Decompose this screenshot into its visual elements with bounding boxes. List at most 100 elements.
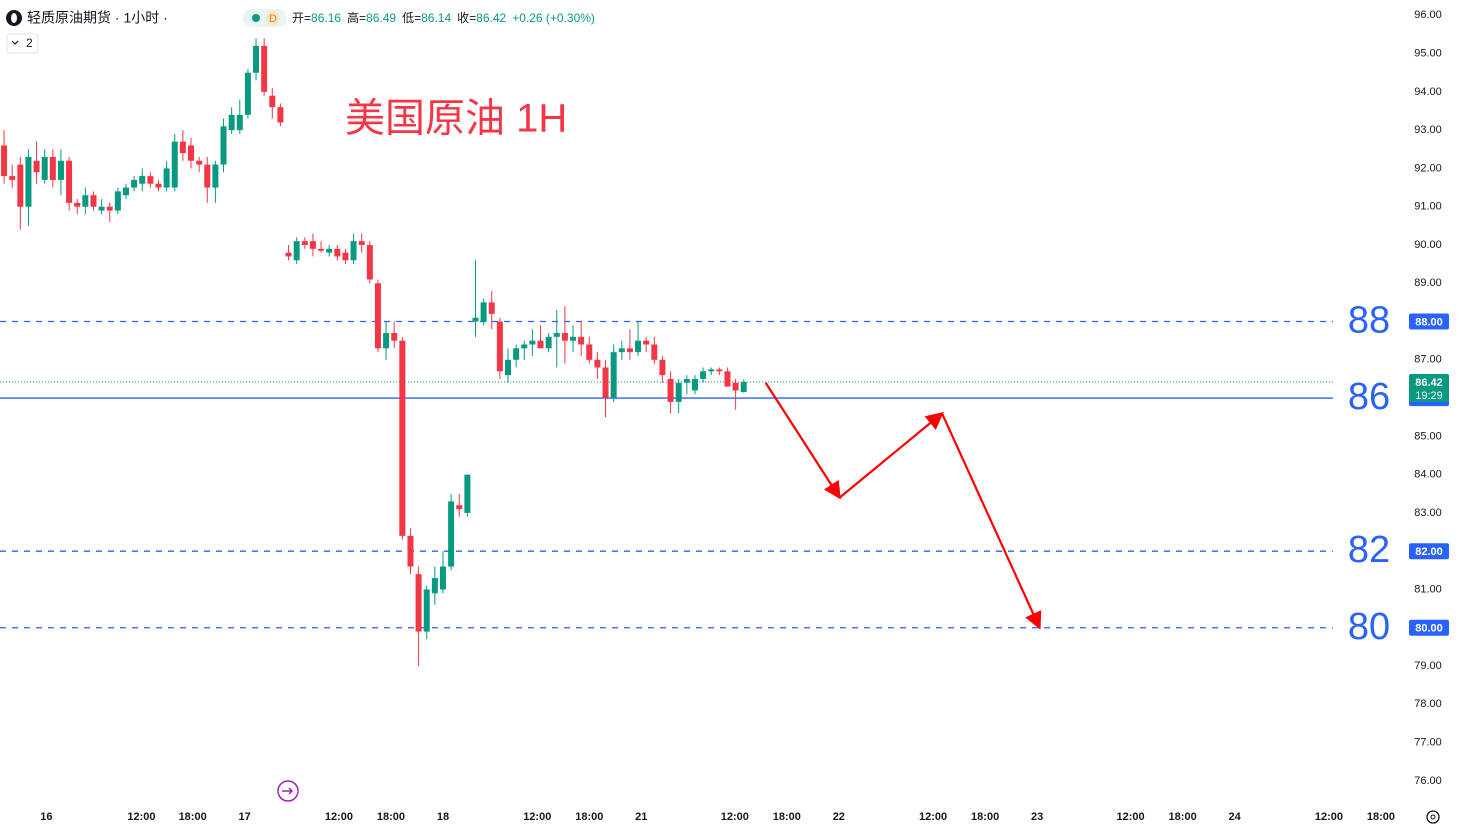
icon-arrow <box>282 787 294 795</box>
symbol-icon-drop <box>11 13 17 23</box>
candle-body <box>163 168 170 188</box>
gear <box>1426 810 1440 824</box>
y-tick-label: 89.00 <box>1414 277 1442 289</box>
candle-body <box>407 535 414 567</box>
candle-body <box>488 302 495 314</box>
candle-body <box>66 160 73 203</box>
overlay-title: 美国原油 1H <box>345 97 567 141</box>
price-tag <box>1409 313 1449 330</box>
x-tick-label: 12:00 <box>1117 811 1145 823</box>
candle-body <box>188 145 195 161</box>
candle-body <box>342 252 349 261</box>
candle-body <box>41 156 48 180</box>
candle-body <box>423 589 430 632</box>
candle-body <box>98 206 105 211</box>
candle-body <box>570 336 577 341</box>
candle-body <box>277 107 284 123</box>
y-tick-label: 87.00 <box>1414 354 1442 366</box>
candle-body <box>480 302 487 322</box>
candle-body <box>553 333 560 337</box>
candle-body <box>456 505 463 510</box>
last-price-tag <box>1409 374 1449 403</box>
projection-arrow <box>941 412 1042 630</box>
candle-body <box>17 164 24 207</box>
x-tick-label: 18:00 <box>1367 811 1395 823</box>
ohlc-value: 86.49 <box>366 11 396 25</box>
candle-body <box>334 248 341 257</box>
symbol-title: 轻质原油期货 · 1小时 · <box>27 10 168 26</box>
y-tick-label: 93.00 <box>1414 124 1442 136</box>
x-tick-label: 18:00 <box>773 811 801 823</box>
replay-icon[interactable] <box>277 780 299 802</box>
status-pill <box>243 9 287 27</box>
candle-body <box>732 382 739 391</box>
ohlc-label: 收= <box>457 11 476 25</box>
countdown: 19:29 <box>1415 390 1443 402</box>
y-tick-label: 79.00 <box>1414 660 1442 672</box>
candle-body <box>236 114 243 131</box>
projection-arrow <box>764 382 841 500</box>
candle-body <box>651 344 658 360</box>
y-tick-label: 96.00 <box>1414 9 1442 21</box>
candle-body <box>114 191 121 211</box>
candle-body <box>626 348 633 353</box>
candle-body <box>529 340 536 345</box>
x-tick-label: 21 <box>635 811 647 823</box>
candle-body <box>33 160 40 173</box>
candle-body <box>366 244 373 280</box>
candle-body <box>220 126 227 165</box>
x-tick-label: 17 <box>239 811 251 823</box>
candle-body <box>578 336 585 345</box>
ohlc-value: 86.14 <box>421 11 451 25</box>
candle-body <box>261 45 268 92</box>
candle-body <box>659 359 666 376</box>
candle-body <box>472 317 479 322</box>
candle-body <box>724 371 731 387</box>
candle-body <box>383 333 390 349</box>
candle-body <box>309 241 316 249</box>
gear-center <box>1430 814 1436 820</box>
y-tick-label: 95.00 <box>1414 47 1442 59</box>
candle-body <box>683 378 690 383</box>
settings-icon[interactable] <box>1426 810 1440 824</box>
candle-body <box>293 241 300 261</box>
candle-body <box>740 382 747 392</box>
level-label: 88 <box>1348 300 1390 342</box>
candle-body <box>326 248 333 253</box>
layers-button[interactable] <box>6 33 39 54</box>
candle-body <box>179 141 186 154</box>
candle-body <box>610 352 617 399</box>
candle-body <box>643 340 650 345</box>
candle-body <box>635 340 642 353</box>
y-tick-label: 90.00 <box>1414 239 1442 251</box>
candle-body <box>318 248 325 251</box>
x-tick-label: 12:00 <box>523 811 551 823</box>
candle-body <box>82 195 89 207</box>
y-tick-label: 85.00 <box>1414 430 1442 442</box>
x-tick-label: 18:00 <box>1169 811 1197 823</box>
candle-body <box>513 348 520 360</box>
candle-body <box>253 45 260 73</box>
x-tick-label: 24 <box>1229 811 1242 823</box>
candle-body <box>399 340 406 536</box>
level-label: 86 <box>1348 376 1390 418</box>
candle-body <box>358 241 365 245</box>
ohlc-legend: 开=86.16 高=86.49 低=86.14 收=86.42 +0.26 (+0.30… <box>292 10 595 25</box>
ohlc-value: 86.42 <box>476 11 506 25</box>
candle-body <box>496 321 503 372</box>
candle-body <box>431 577 438 594</box>
x-tick-label: 12:00 <box>127 811 155 823</box>
candle-body <box>204 164 211 188</box>
y-tick-label: 83.00 <box>1414 507 1442 519</box>
candle-body <box>171 141 178 188</box>
layers-count: 2 <box>26 36 33 50</box>
candle-body <box>594 359 601 368</box>
candle-body <box>448 501 455 567</box>
candle-body <box>700 371 707 379</box>
candle-body <box>561 333 568 341</box>
y-tick-label: 91.00 <box>1414 201 1442 213</box>
ohlc-value: 86.16 <box>311 11 341 25</box>
candle-body <box>90 195 97 207</box>
y-tick-label: 81.00 <box>1414 583 1442 595</box>
